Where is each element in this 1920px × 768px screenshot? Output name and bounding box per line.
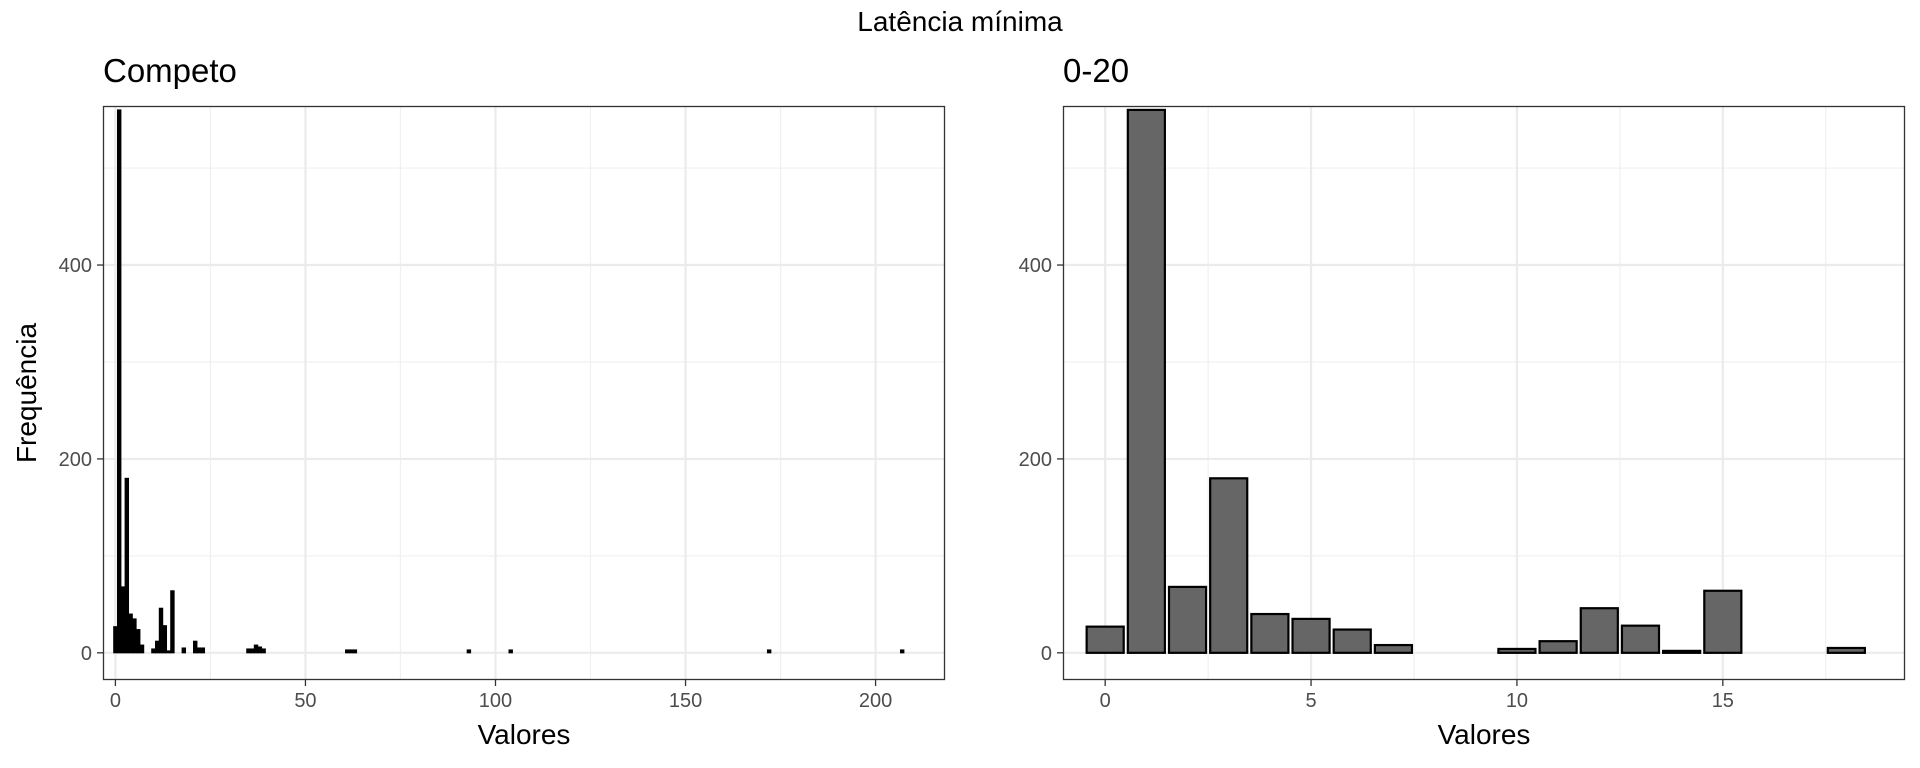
x-tick-label: 0 xyxy=(110,690,121,712)
histogram-bar xyxy=(766,649,772,654)
histogram-bar xyxy=(193,640,198,654)
histogram-bar xyxy=(1538,640,1578,654)
histogram-bar xyxy=(1497,647,1537,654)
panel-border xyxy=(102,105,946,681)
x-tick-label: 10 xyxy=(1506,690,1528,712)
histogram-bar xyxy=(253,644,259,654)
panel-title: 0-20 xyxy=(1063,52,1129,89)
histogram-bar xyxy=(196,647,202,654)
x-tick-label: 100 xyxy=(479,690,512,712)
y-tick-label: 200 xyxy=(1019,449,1052,471)
histogram-bar xyxy=(132,618,137,654)
x-tick-label: 5 xyxy=(1305,690,1316,712)
figure-title: Latência mínima xyxy=(857,6,1063,37)
histogram-bar xyxy=(116,109,122,654)
histogram-bar xyxy=(113,626,118,654)
histogram-bar xyxy=(250,648,255,654)
histogram-bar xyxy=(162,625,168,654)
histogram-bar xyxy=(899,649,905,654)
histogram-bar xyxy=(170,590,175,654)
x-axis: 0 5 10 15 xyxy=(1100,680,1734,712)
histogram-bar xyxy=(1291,617,1331,654)
y-tick-label: 200 xyxy=(59,449,92,471)
y-axis: 0 200 400 xyxy=(1019,255,1063,665)
bars xyxy=(113,109,905,654)
x-axis-label: Valores xyxy=(478,719,571,750)
histogram-bar xyxy=(1209,477,1249,654)
histogram-bar xyxy=(1250,612,1290,654)
histogram-bar xyxy=(135,629,141,654)
gridlines xyxy=(1064,107,1904,679)
x-axis-label: Valores xyxy=(1438,719,1531,750)
x-tick-label: 150 xyxy=(669,690,702,712)
histogram-bar xyxy=(181,647,187,654)
x-tick-label: 0 xyxy=(1100,690,1111,712)
histogram-bar xyxy=(508,649,513,654)
histogram-bar xyxy=(1126,108,1166,654)
y-axis-label: Frequência xyxy=(11,323,42,464)
x-tick-label: 50 xyxy=(294,690,316,712)
histogram-bar xyxy=(466,649,472,654)
histogram-bar xyxy=(345,649,350,654)
histogram-bar xyxy=(158,607,164,654)
y-axis: 0 200 400 xyxy=(59,255,103,665)
y-tick-label: 0 xyxy=(81,643,92,665)
histogram-bar xyxy=(348,649,354,654)
x-axis: 0 50 100 150 200 xyxy=(110,680,892,712)
panel-border xyxy=(1062,105,1906,681)
gridlines xyxy=(104,107,944,679)
histogram-bar xyxy=(200,647,206,654)
histogram-bar xyxy=(1373,643,1414,654)
histogram-bar xyxy=(1620,624,1661,654)
histogram-bar xyxy=(139,644,145,654)
panel-title: Competo xyxy=(103,52,237,89)
histogram-bar xyxy=(120,586,126,654)
y-tick-label: 400 xyxy=(1019,255,1052,277)
y-tick-label: 400 xyxy=(59,255,92,277)
panel-competo: Competo 0 50 100 150 200 0 200 400 Valores Fre… xyxy=(11,52,946,750)
histogram-bar xyxy=(257,646,263,654)
histogram-bar xyxy=(151,648,156,654)
histogram-bar xyxy=(124,477,130,654)
bars xyxy=(1085,108,1866,654)
panel-0-20: 0-20 0 5 10 15 0 200 400 Valores xyxy=(1019,52,1906,750)
histogram-bar xyxy=(1332,628,1372,654)
histogram-bar xyxy=(155,640,160,654)
histogram-bar xyxy=(261,648,266,654)
x-tick-label: 200 xyxy=(859,690,892,712)
histogram-bar xyxy=(1662,649,1702,654)
histogram-bar xyxy=(1826,646,1866,654)
histogram-bar xyxy=(1085,625,1125,654)
y-tick-label: 0 xyxy=(1041,643,1052,665)
histogram-bar xyxy=(1703,589,1743,654)
x-tick-label: 15 xyxy=(1712,690,1734,712)
histogram-bar xyxy=(166,650,171,654)
histogram-bar xyxy=(128,613,133,654)
histogram-bar xyxy=(1167,585,1208,654)
histogram-bar xyxy=(246,648,251,654)
histogram-bar xyxy=(1579,607,1619,654)
histogram-bar xyxy=(352,649,358,654)
